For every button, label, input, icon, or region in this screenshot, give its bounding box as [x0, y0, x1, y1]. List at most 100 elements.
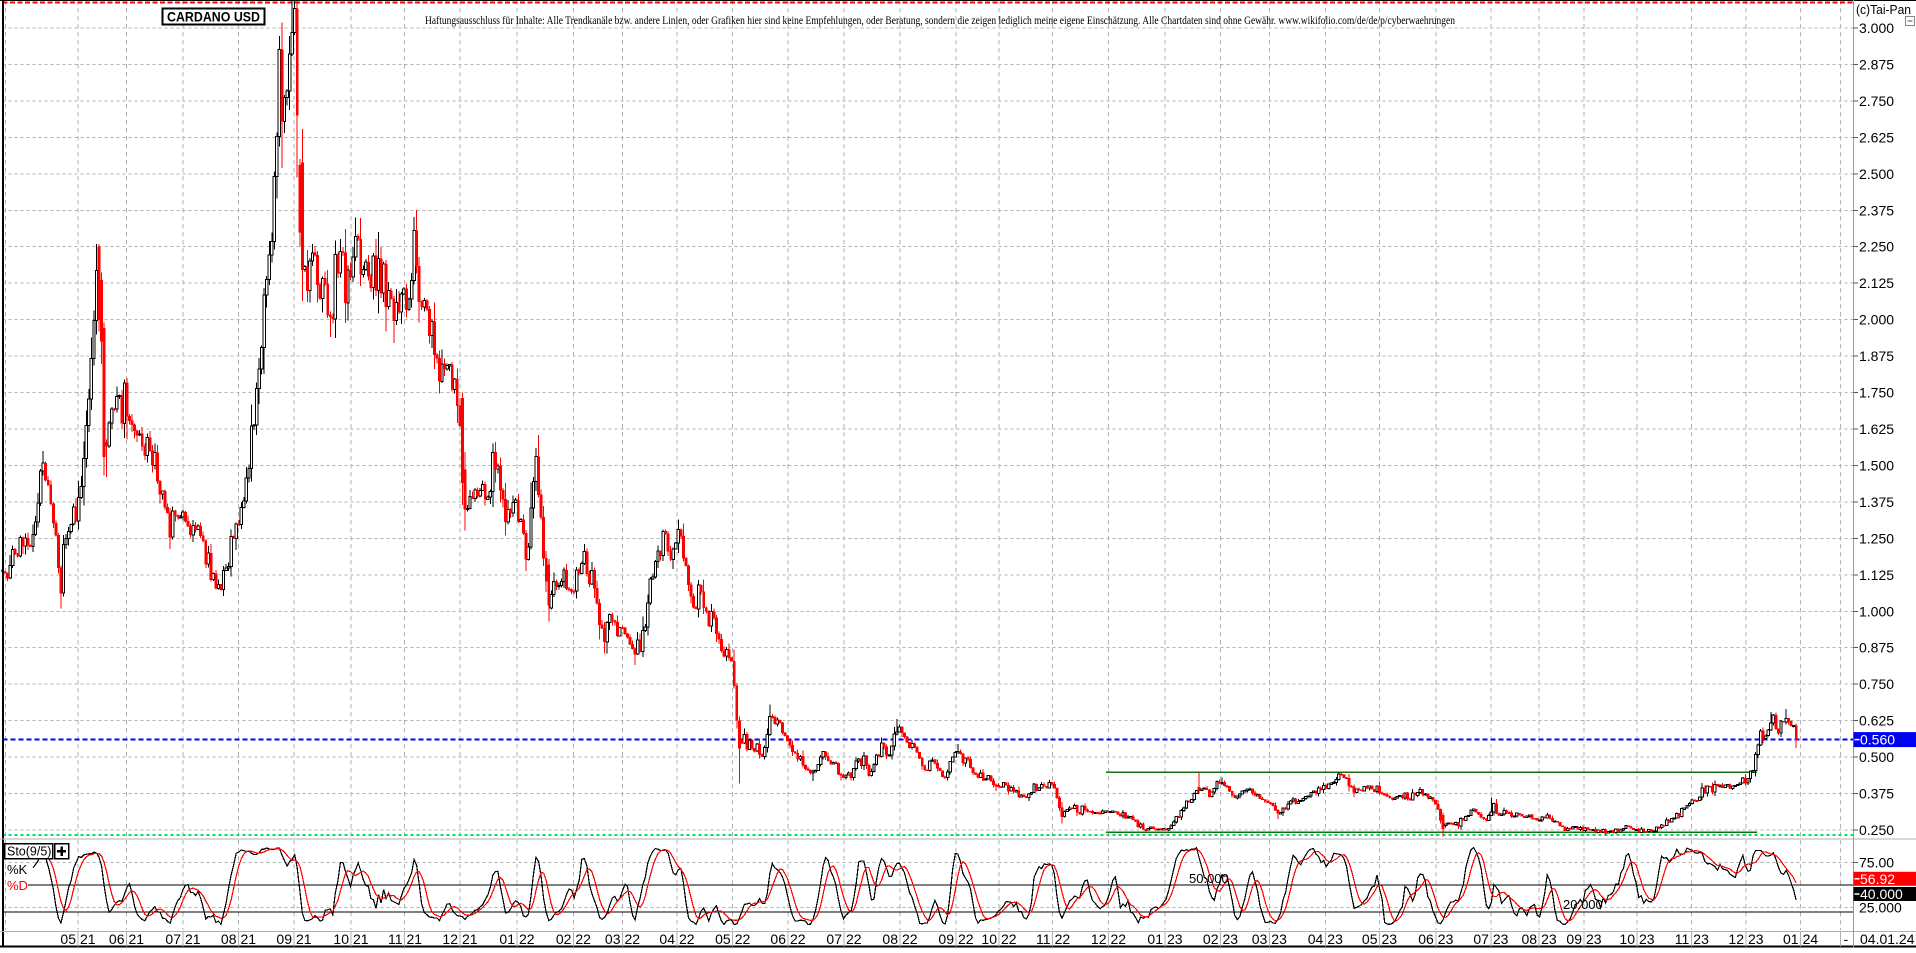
svg-text:23: 23 [1438, 931, 1454, 947]
svg-text:%K: %K [7, 862, 28, 877]
svg-text:11: 11 [388, 931, 403, 947]
svg-text:09: 09 [276, 931, 292, 947]
svg-text:1.750: 1.750 [1859, 385, 1894, 401]
svg-text:02: 02 [556, 931, 572, 947]
svg-text:22: 22 [519, 931, 535, 947]
svg-text:2.750: 2.750 [1859, 93, 1894, 109]
svg-text:22: 22 [790, 931, 806, 947]
svg-text:05: 05 [60, 931, 76, 947]
svg-text:11: 11 [1036, 931, 1051, 947]
svg-text:12: 12 [1091, 931, 1107, 947]
svg-text:56.92: 56.92 [1860, 871, 1895, 887]
svg-text:04: 04 [1308, 931, 1324, 947]
svg-text:22: 22 [679, 931, 695, 947]
svg-text:23: 23 [1271, 931, 1287, 947]
svg-text:03: 03 [1252, 931, 1268, 947]
svg-text:23: 23 [1493, 931, 1509, 947]
svg-text:23: 23 [1586, 931, 1602, 947]
svg-text:21: 21 [185, 931, 201, 947]
svg-text:24: 24 [1803, 931, 1819, 947]
svg-text:06: 06 [109, 931, 125, 947]
svg-text:21: 21 [129, 931, 145, 947]
svg-text:21: 21 [462, 931, 478, 947]
svg-text:2.875: 2.875 [1859, 57, 1894, 73]
svg-text:CARDANO USD: CARDANO USD [167, 9, 260, 25]
svg-text:40.000: 40.000 [1860, 886, 1903, 902]
svg-text:20.000: 20.000 [1563, 897, 1603, 912]
svg-text:10: 10 [1619, 931, 1635, 947]
svg-text:2.500: 2.500 [1859, 166, 1894, 182]
svg-text:11: 11 [1675, 931, 1690, 947]
svg-text:22: 22 [1055, 931, 1071, 947]
svg-text:0.250: 0.250 [1859, 822, 1894, 838]
svg-text:12: 12 [442, 931, 458, 947]
svg-text:0.750: 0.750 [1859, 676, 1894, 692]
svg-text:50.000: 50.000 [1189, 871, 1229, 886]
svg-text:75.00: 75.00 [1859, 855, 1894, 871]
svg-text:22: 22 [902, 931, 918, 947]
svg-text:0.375: 0.375 [1859, 786, 1894, 802]
svg-text:08: 08 [1522, 931, 1538, 947]
svg-text:23: 23 [1223, 931, 1239, 947]
svg-text:22: 22 [1001, 931, 1017, 947]
svg-text:01: 01 [1147, 931, 1163, 947]
svg-text:09: 09 [1566, 931, 1582, 947]
svg-text:23: 23 [1167, 931, 1183, 947]
svg-text:1.875: 1.875 [1859, 348, 1894, 364]
svg-text:21: 21 [80, 931, 96, 947]
svg-text:04: 04 [659, 931, 675, 947]
svg-text:0.875: 0.875 [1859, 640, 1894, 656]
svg-text:07: 07 [165, 931, 181, 947]
svg-text:2.000: 2.000 [1859, 312, 1894, 328]
svg-text:07: 07 [1473, 931, 1489, 947]
svg-text:-: - [1844, 931, 1849, 947]
svg-text:05: 05 [715, 931, 731, 947]
svg-text:04.01.24: 04.01.24 [1860, 931, 1915, 947]
svg-text:23: 23 [1541, 931, 1557, 947]
svg-text:2.125: 2.125 [1859, 275, 1894, 291]
svg-text:10: 10 [981, 931, 997, 947]
svg-text:1.500: 1.500 [1859, 458, 1894, 474]
svg-text:0.560: 0.560 [1860, 732, 1895, 748]
svg-text:2.250: 2.250 [1859, 239, 1894, 255]
svg-text:23: 23 [1639, 931, 1655, 947]
svg-text:01: 01 [499, 931, 515, 947]
svg-text:03: 03 [605, 931, 621, 947]
svg-text:%D: %D [7, 878, 28, 893]
svg-text:05: 05 [1362, 931, 1378, 947]
svg-text:06: 06 [1418, 931, 1434, 947]
svg-text:(c)Tai-Pan: (c)Tai-Pan [1856, 3, 1911, 17]
svg-text:1.625: 1.625 [1859, 421, 1894, 437]
svg-text:10: 10 [333, 931, 349, 947]
svg-text:22: 22 [1111, 931, 1127, 947]
svg-text:1.125: 1.125 [1859, 567, 1894, 583]
svg-text:21: 21 [407, 931, 423, 947]
svg-text:21: 21 [353, 931, 369, 947]
svg-text:0.625: 0.625 [1859, 713, 1894, 729]
svg-text:2.625: 2.625 [1859, 129, 1894, 145]
svg-text:09: 09 [938, 931, 954, 947]
svg-text:01: 01 [1783, 931, 1799, 947]
svg-text:1.375: 1.375 [1859, 494, 1894, 510]
svg-text:2.375: 2.375 [1859, 202, 1894, 218]
svg-text:08: 08 [221, 931, 237, 947]
svg-text:Haftungsausschluss für Inhalte: Haftungsausschluss für Inhalte: Alle Tre… [425, 13, 1455, 27]
svg-text:22: 22 [625, 931, 641, 947]
svg-text:23: 23 [1748, 931, 1764, 947]
svg-text:23: 23 [1382, 931, 1398, 947]
svg-text:07: 07 [826, 931, 842, 947]
svg-text:22: 22 [958, 931, 974, 947]
svg-text:21: 21 [296, 931, 312, 947]
svg-text:22: 22 [575, 931, 591, 947]
svg-text:23: 23 [1693, 931, 1709, 947]
svg-text:1.250: 1.250 [1859, 530, 1894, 546]
svg-text:3.000: 3.000 [1859, 20, 1894, 36]
svg-text:21: 21 [241, 931, 257, 947]
svg-text:02: 02 [1203, 931, 1219, 947]
svg-text:06: 06 [770, 931, 786, 947]
svg-text:22: 22 [846, 931, 862, 947]
svg-text:23: 23 [1327, 931, 1343, 947]
svg-text:0.500: 0.500 [1859, 749, 1894, 765]
svg-text:22: 22 [735, 931, 751, 947]
svg-text:1.000: 1.000 [1859, 603, 1894, 619]
